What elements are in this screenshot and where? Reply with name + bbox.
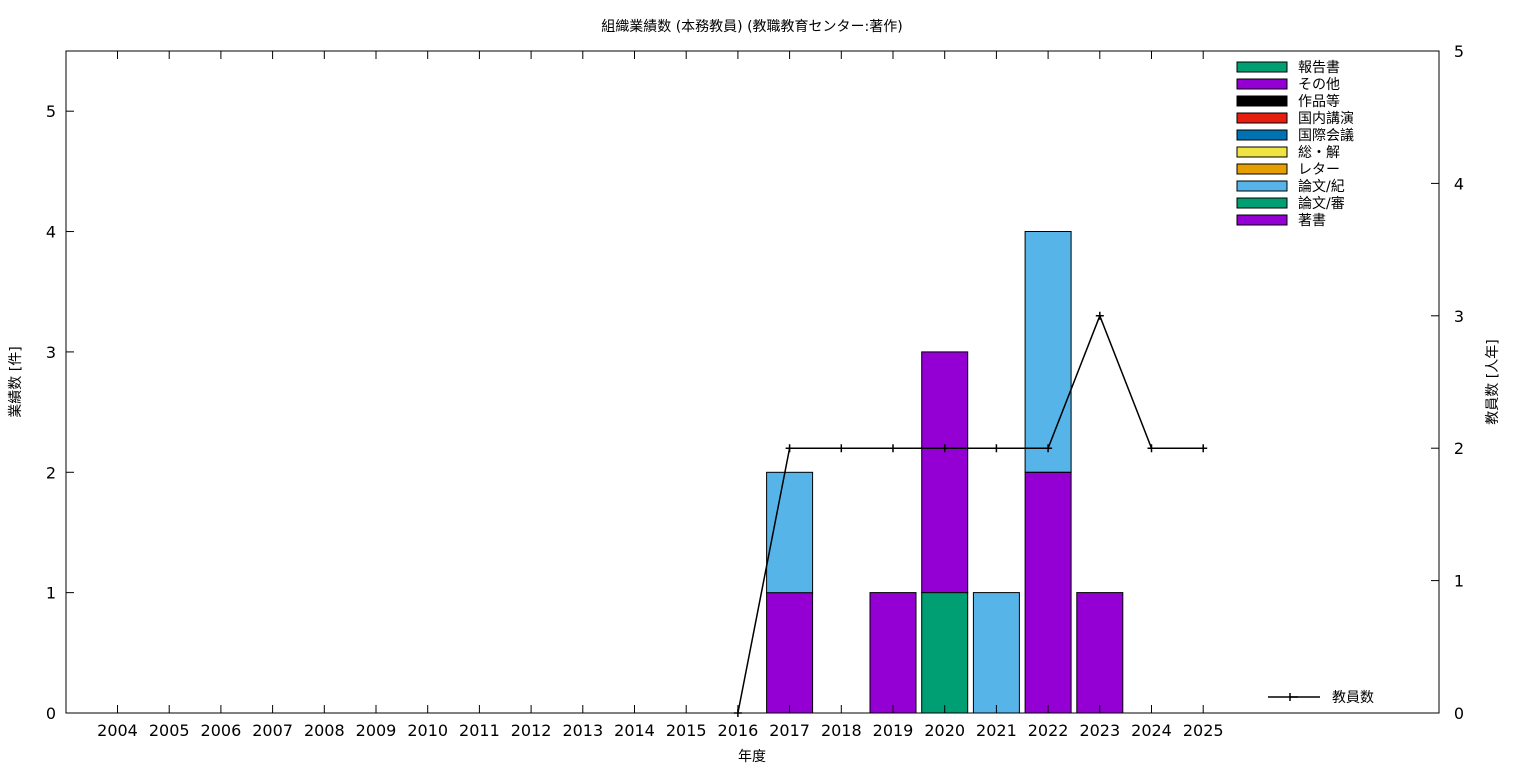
x-tick-label-2012: 2012 — [511, 721, 552, 740]
legend-swatch-5 — [1236, 146, 1288, 158]
legend-label-7: 論文/紀 — [1298, 179, 1345, 195]
x-tick-label-2020: 2020 — [924, 721, 965, 740]
bar-2020-s1 — [921, 351, 969, 594]
x-tick-label-2008: 2008 — [304, 721, 345, 740]
plot-frame — [65, 50, 1440, 714]
legend-label-0: 報告書 — [1298, 60, 1340, 76]
bar-2020-s0 — [921, 592, 969, 714]
legend-label-6: レター — [1298, 162, 1340, 178]
x-tick-label-2013: 2013 — [562, 721, 603, 740]
x-tick-label-2021: 2021 — [976, 721, 1017, 740]
x-tick-label-2018: 2018 — [821, 721, 862, 740]
teacher-point-2017 — [785, 444, 794, 453]
teacher-point-2025 — [1199, 444, 1208, 453]
legend-label-line: 教員数 — [1332, 690, 1374, 706]
legend-label-8: 論文/審 — [1298, 196, 1345, 212]
y-tick-label-3: 3 — [46, 343, 56, 362]
y2-tick-label-4: 4 — [1454, 174, 1464, 193]
bar-2022-s2 — [1024, 231, 1072, 473]
x-tick-label-2025: 2025 — [1183, 721, 1224, 740]
x-axis-label: 年度 — [738, 749, 766, 765]
teacher-point-2018 — [837, 444, 846, 453]
bar-2017-s1 — [766, 592, 814, 714]
teacher-count-line — [737, 313, 1204, 714]
legend-swatch-3 — [1236, 112, 1288, 124]
x-tick-label-2009: 2009 — [356, 721, 397, 740]
legend-line-marker — [1289, 693, 1298, 701]
y2-tick-label-5: 5 — [1454, 42, 1464, 61]
y2-tick-label-1: 1 — [1454, 572, 1464, 591]
y-tick-label-5: 5 — [46, 102, 56, 121]
x-tick-label-2014: 2014 — [614, 721, 655, 740]
legend-swatch-7 — [1236, 180, 1288, 192]
teacher-point-2022 — [1044, 444, 1053, 453]
y-tick-label-1: 1 — [46, 584, 56, 603]
legend-label-5: 総・解 — [1298, 145, 1340, 161]
ticks-layer: 0 1 2 3 4 5 0 1 2 3 4 5 2004 2005 2006 2007 2008 2009 2010… — [46, 42, 1464, 740]
legend-swatch-9 — [1236, 214, 1288, 226]
legend-swatch-1 — [1236, 78, 1288, 90]
x-tick-label-2019: 2019 — [873, 721, 914, 740]
legend-swatch-8 — [1236, 197, 1288, 209]
legend-swatch-6 — [1236, 163, 1288, 175]
teacher-count-line-layer — [733, 311, 1208, 717]
teacher-point-2021 — [992, 444, 1001, 453]
y2-tick-label-0: 0 — [1454, 704, 1464, 723]
bar-2021-s2 — [972, 592, 1020, 714]
bar-2019-s1 — [869, 592, 917, 714]
teacher-point-2023 — [1095, 311, 1104, 320]
bar-2023-s1 — [1076, 592, 1124, 714]
bars-layer — [766, 231, 1124, 714]
legend-swatch-2 — [1236, 95, 1288, 107]
x-tick-label-2015: 2015 — [666, 721, 707, 740]
y-tick-label-4: 4 — [46, 223, 56, 242]
y2-axis-label: 教員数 [人年] — [1485, 339, 1501, 424]
legend-label-9: 著書 — [1298, 213, 1326, 229]
x-tick-label-2007: 2007 — [252, 721, 293, 740]
teacher-point-2024 — [1147, 444, 1156, 453]
y2-tick-label-3: 3 — [1454, 307, 1464, 326]
x-tick-label-2006: 2006 — [201, 721, 242, 740]
x-tick-label-2024: 2024 — [1131, 721, 1172, 740]
y-axis-label: 業績数 [件] — [8, 346, 24, 417]
legend-label-1: その他 — [1298, 77, 1340, 93]
x-tick-label-2010: 2010 — [407, 721, 448, 740]
teacher-point-2020 — [940, 444, 949, 453]
chart-title: 組織業績数 (本務教員) (教職教育センター:著作) — [601, 19, 902, 35]
bar-2022-s1 — [1024, 471, 1072, 714]
teacher-point-2019 — [889, 444, 897, 453]
y-tick-label-2: 2 — [46, 463, 56, 482]
legend-swatch-0 — [1236, 61, 1288, 73]
x-tick-label-2017: 2017 — [769, 721, 810, 740]
x-tick-label-2023: 2023 — [1079, 721, 1120, 740]
bar-2017-s2 — [766, 471, 814, 594]
x-tick-label-2011: 2011 — [459, 721, 500, 740]
legend-label-2: 作品等 — [1298, 93, 1340, 110]
x-tick-label-2005: 2005 — [149, 721, 190, 740]
y-tick-label-0: 0 — [46, 704, 56, 723]
x-tick-label-2004: 2004 — [97, 721, 138, 740]
legend-label-3: 国内講演 — [1298, 111, 1354, 127]
legend-label-4: 国際会議 — [1298, 127, 1354, 144]
legend-swatch-4 — [1236, 129, 1288, 141]
x-tick-label-2016: 2016 — [718, 721, 759, 740]
y2-tick-label-2: 2 — [1454, 439, 1464, 458]
x-tick-label-2022: 2022 — [1028, 721, 1069, 740]
